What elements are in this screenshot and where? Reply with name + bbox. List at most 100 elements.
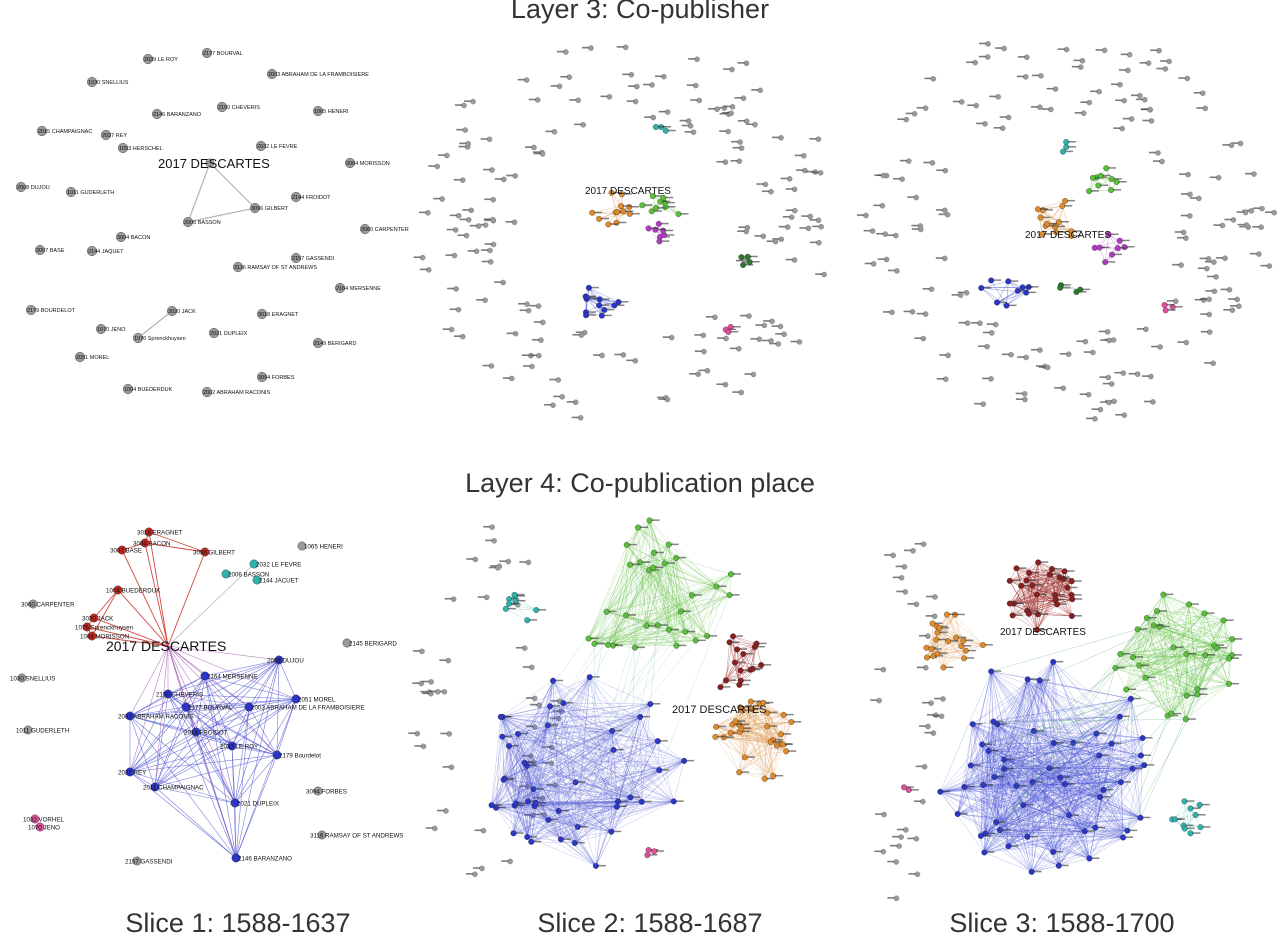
slice-3-label: Slice 3: 1588-1700 bbox=[949, 908, 1174, 939]
node-label: 3018 ERAGNET bbox=[137, 530, 183, 537]
network-node bbox=[706, 315, 718, 320]
slice-2-label: Slice 2: 1588-1687 bbox=[537, 908, 762, 939]
network-node bbox=[1017, 355, 1029, 360]
network-node bbox=[1065, 585, 1078, 591]
network-node: 2021 DUPLEIX bbox=[231, 799, 279, 808]
network-node: 1070 JENO bbox=[28, 823, 60, 832]
network-node bbox=[733, 146, 745, 151]
edges bbox=[138, 163, 255, 338]
network-node bbox=[1200, 312, 1212, 317]
node-label: 2015 CHAMPAIGNAC bbox=[38, 129, 92, 135]
node-label: 2021 DUPLEIX bbox=[237, 801, 279, 808]
network-node bbox=[597, 297, 610, 303]
network-node bbox=[874, 667, 886, 672]
network-node: 1030 SNELLIUS bbox=[87, 77, 128, 87]
network-node bbox=[1167, 299, 1179, 304]
network-node bbox=[815, 272, 827, 277]
focus-node-label: 2017 DESCARTES bbox=[1000, 627, 1086, 638]
network-node bbox=[959, 321, 971, 326]
network-node bbox=[737, 61, 749, 66]
network-node bbox=[447, 227, 459, 232]
node-label: 1070 JENO bbox=[97, 327, 126, 333]
network-node bbox=[454, 178, 466, 183]
node-label: 3096 GILBERT bbox=[193, 550, 235, 557]
network-node bbox=[781, 176, 793, 181]
node-label: 2033 LE ROY bbox=[220, 744, 258, 751]
network-node bbox=[914, 336, 926, 341]
network-edge bbox=[1175, 801, 1184, 819]
network-node: 2032 LE FEVRE bbox=[256, 141, 297, 151]
node-label: 3094 FORBES bbox=[306, 789, 347, 796]
network-node bbox=[908, 872, 920, 877]
network-node: 1004 BUEDERDUK bbox=[106, 586, 161, 595]
node-label: 2008 DUJOU bbox=[267, 658, 304, 665]
network-node bbox=[896, 589, 908, 594]
network-node bbox=[680, 118, 692, 123]
network-node: 3116 RAMSAY OF ST ANDREWS bbox=[233, 262, 317, 272]
network-node bbox=[519, 560, 531, 565]
network-node: 2027 REY bbox=[101, 130, 127, 140]
network-node bbox=[1115, 413, 1127, 418]
network-node bbox=[1096, 48, 1108, 53]
node-label: 2002 ABRAHAM RACONIS bbox=[118, 714, 194, 721]
cluster bbox=[503, 592, 546, 623]
network-node bbox=[1181, 213, 1193, 218]
network-node bbox=[1149, 150, 1161, 155]
network-node: 3004 BACON bbox=[116, 232, 150, 242]
node-label: 1065 HENERI bbox=[314, 109, 349, 115]
network-node bbox=[1221, 618, 1234, 624]
node-label: 2003 ABRAHAM DE LA FRAMBOISIERE bbox=[251, 705, 364, 712]
cluster bbox=[1162, 302, 1183, 313]
network-node bbox=[737, 682, 750, 688]
network-node bbox=[926, 614, 938, 619]
network-node bbox=[690, 98, 702, 103]
network-node bbox=[730, 159, 742, 164]
node-label: 2144 FROIDOT bbox=[292, 195, 331, 201]
network-node bbox=[626, 358, 638, 363]
network-node: 2150 CHEVERIS bbox=[156, 690, 203, 699]
network-node bbox=[681, 758, 694, 764]
network-node bbox=[1197, 802, 1210, 808]
network-node bbox=[614, 352, 626, 357]
network-layer4-slice2: 2017 DESCARTES bbox=[410, 505, 850, 900]
network-node: 3020 JACK bbox=[167, 306, 196, 316]
network-node bbox=[719, 129, 731, 134]
network-edge bbox=[155, 755, 277, 787]
network-node: 2003 ABRAHAM DE LA FRAMBOISIERE bbox=[245, 703, 365, 712]
network-node: 3007 BASE bbox=[35, 245, 65, 255]
network-node bbox=[1069, 613, 1082, 619]
network-node bbox=[893, 177, 905, 182]
network-node bbox=[873, 203, 885, 208]
network-node bbox=[799, 226, 811, 231]
peripheral-nodes bbox=[414, 45, 827, 421]
network-node bbox=[795, 153, 807, 158]
network-edge bbox=[235, 660, 279, 803]
network-node bbox=[482, 259, 494, 264]
network-node bbox=[599, 313, 612, 319]
node-label: 2179 Bourdelot bbox=[279, 753, 321, 760]
network-edge bbox=[249, 660, 279, 707]
network-node bbox=[892, 834, 904, 839]
network-node bbox=[751, 88, 763, 93]
network-node bbox=[745, 254, 758, 260]
network-node bbox=[810, 240, 822, 245]
node-label: 2149 BERIGARD bbox=[314, 341, 357, 347]
network-node bbox=[1042, 107, 1054, 112]
network-node bbox=[1194, 91, 1206, 96]
node-label: 1070 JENO bbox=[28, 825, 60, 832]
network-node bbox=[1069, 578, 1082, 584]
network-node bbox=[695, 349, 707, 354]
node-label: 2051 MOREL bbox=[298, 697, 336, 704]
network-node bbox=[1108, 187, 1121, 193]
network-node bbox=[1054, 386, 1066, 391]
network-node bbox=[1119, 68, 1131, 73]
network-node bbox=[919, 724, 931, 729]
network-node bbox=[485, 538, 497, 543]
focus-node-label: 2017 DESCARTES bbox=[672, 704, 767, 716]
network-node: 3020 JACK bbox=[82, 614, 114, 623]
network-node bbox=[495, 177, 507, 182]
node-label: 1053 HERSCHEL bbox=[119, 146, 163, 152]
network-node: 3094 FORBES bbox=[306, 787, 347, 796]
network-node: 1076 Sprenckhuysen bbox=[133, 333, 185, 343]
